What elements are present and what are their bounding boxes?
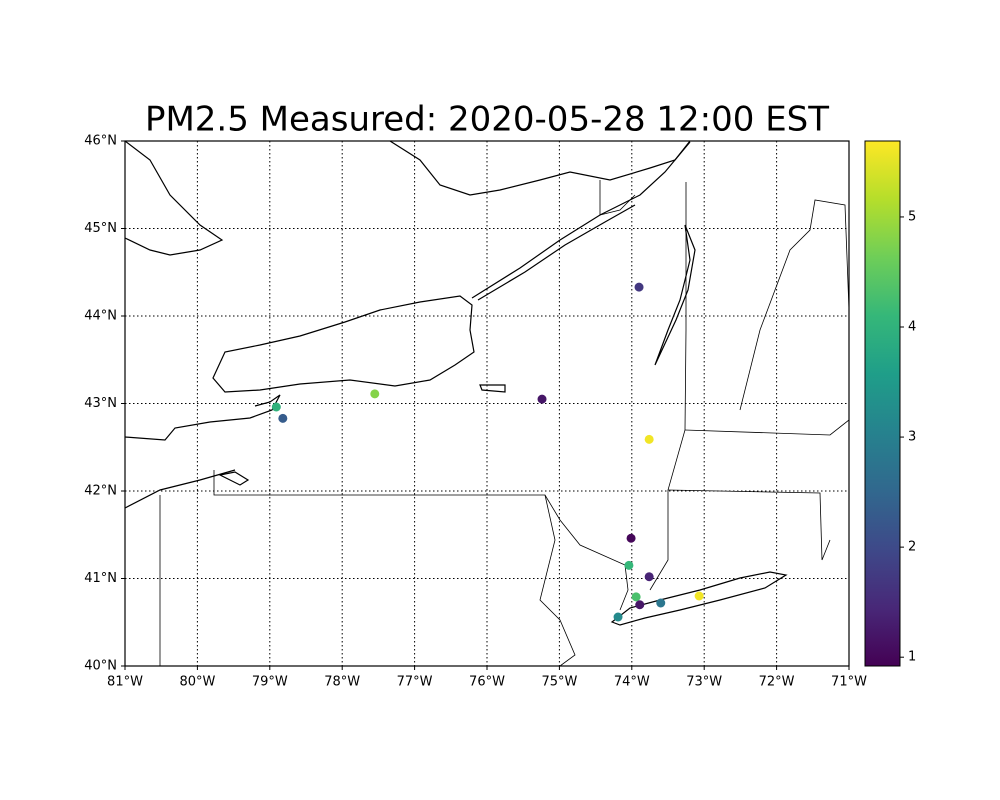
y-tick-label: 42°N: [84, 484, 117, 499]
y-tick-label: 41°N: [84, 571, 117, 586]
station-point: [537, 394, 547, 404]
x-tick-label: 75°W: [541, 675, 577, 690]
colorbar: [864, 140, 901, 667]
x-tick-label: 79°W: [252, 675, 288, 690]
station-point: [656, 598, 666, 608]
station-point: [644, 572, 654, 582]
x-tick-label: 74°W: [614, 675, 650, 690]
colorbar-tick-label: 4: [908, 320, 916, 335]
station-point: [635, 600, 645, 610]
colorbar-tick-label: 1: [908, 650, 916, 665]
x-tick-label: 80°W: [179, 675, 215, 690]
station-point: [626, 533, 636, 543]
y-tick-label: 46°N: [84, 134, 117, 149]
station-point: [631, 592, 641, 602]
colorbar-tick-label: 2: [908, 540, 916, 555]
y-tick-label: 45°N: [84, 221, 117, 236]
x-tick-label: 73°W: [686, 675, 722, 690]
x-tick-label: 72°W: [759, 675, 795, 690]
station-point: [613, 612, 623, 622]
y-tick-label: 43°N: [84, 396, 117, 411]
y-tick-label: 40°N: [84, 659, 117, 674]
basemap: [125, 141, 849, 666]
station-point: [624, 560, 634, 570]
station-point: [694, 591, 704, 601]
x-tick-label: 78°W: [324, 675, 360, 690]
x-tick-label: 76°W: [469, 675, 505, 690]
x-tick-label: 71°W: [831, 675, 867, 690]
map-title: PM2.5 Measured: 2020-05-28 12:00 EST: [145, 100, 829, 140]
colorbar-tick-label: 3: [908, 430, 916, 445]
colorbar-tick-label: 5: [908, 209, 916, 224]
y-tick-label: 44°N: [84, 309, 117, 324]
station-point: [644, 434, 654, 444]
x-tick-label: 81°W: [107, 675, 143, 690]
station-point: [278, 413, 288, 423]
x-tick-label: 77°W: [397, 675, 433, 690]
station-point: [370, 389, 380, 399]
station-point: [271, 402, 281, 412]
station-point: [634, 282, 644, 292]
